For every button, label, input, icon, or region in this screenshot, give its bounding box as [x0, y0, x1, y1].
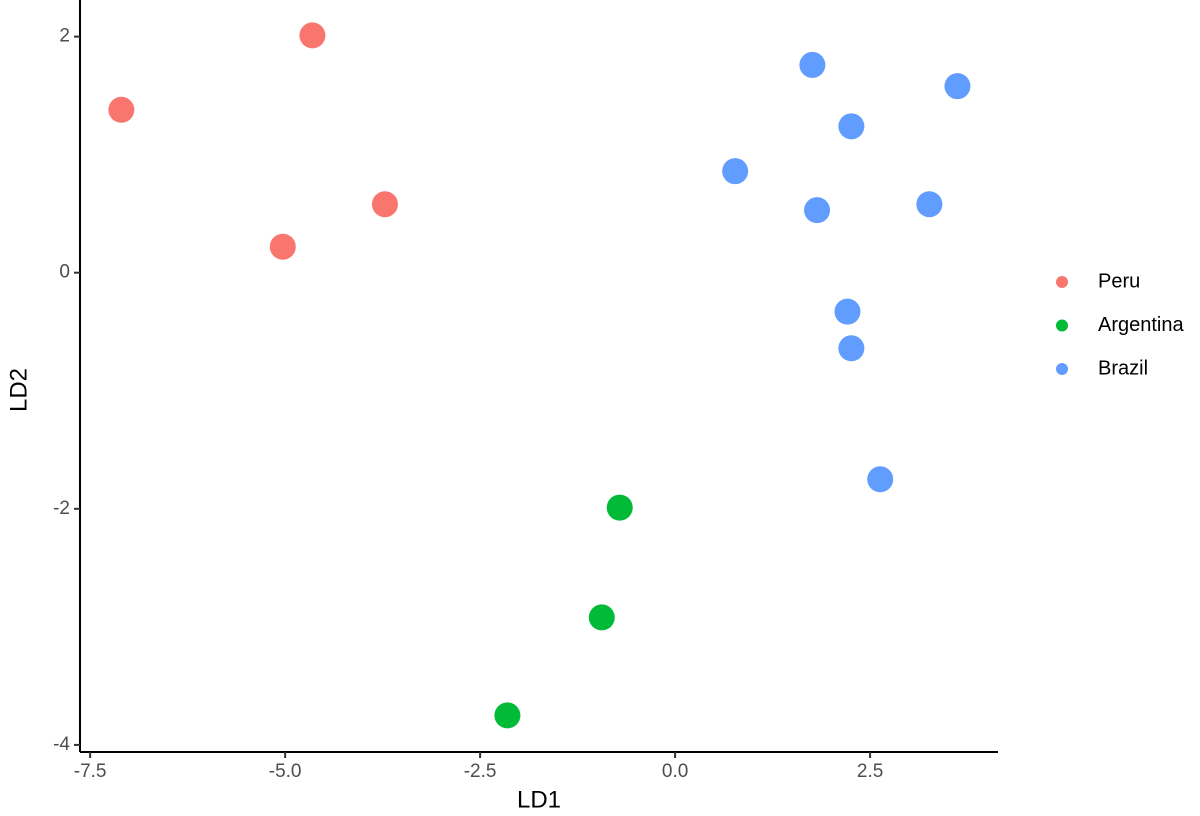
x-tick-label: -5.0	[269, 761, 302, 782]
point	[838, 113, 865, 140]
x-tick-label: 2.5	[857, 761, 883, 782]
legend-marker	[1056, 276, 1068, 288]
point	[944, 73, 971, 100]
point	[269, 233, 296, 260]
legend-marker	[1056, 363, 1068, 375]
point	[494, 702, 521, 729]
point	[588, 604, 615, 631]
legend-marker	[1056, 319, 1068, 332]
x-axis-title: LD1	[517, 786, 561, 813]
point	[804, 197, 831, 224]
point	[722, 158, 749, 185]
y-axis-title: LD2	[5, 368, 32, 412]
y-tick-label: 2	[59, 26, 70, 47]
point	[867, 466, 894, 493]
x-tick-label: -2.5	[464, 761, 497, 782]
point	[371, 191, 398, 218]
point	[916, 191, 943, 218]
point	[834, 298, 861, 325]
y-tick-label: -4	[53, 734, 70, 755]
y-tick-label: -2	[53, 498, 70, 519]
point	[838, 335, 865, 362]
x-tick-label: -7.5	[74, 761, 107, 782]
x-tick-label: 0.0	[662, 761, 688, 782]
y-tick-label: 0	[59, 262, 70, 283]
legend-label: Brazil	[1098, 357, 1148, 379]
legend-label: Argentina	[1098, 314, 1184, 336]
legend-label: Peru	[1098, 270, 1140, 292]
point	[108, 96, 135, 123]
point	[606, 494, 633, 521]
point	[799, 51, 826, 78]
point	[299, 22, 326, 49]
